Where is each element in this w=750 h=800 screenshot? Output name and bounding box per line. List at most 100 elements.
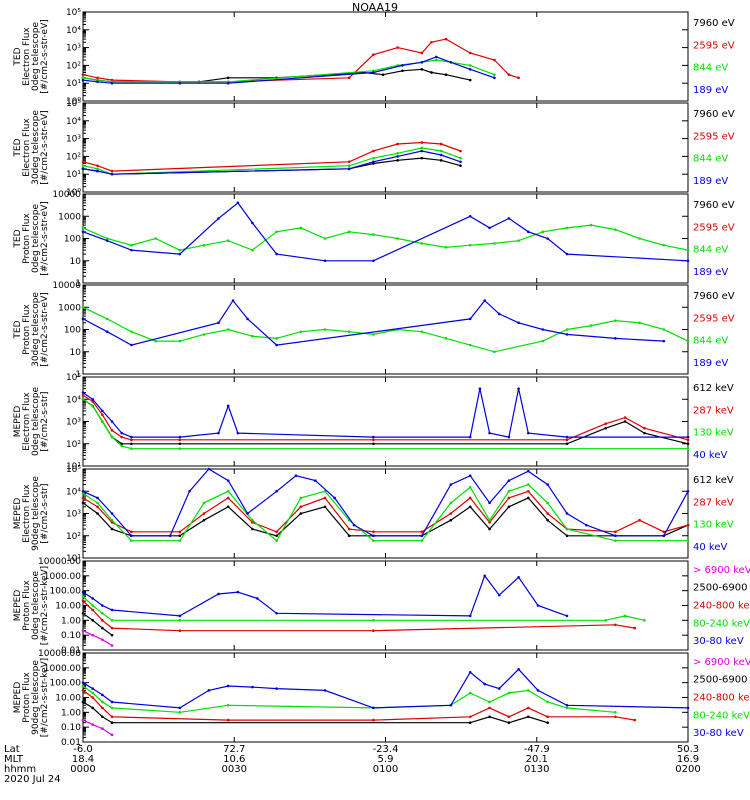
- data-point: [488, 518, 491, 522]
- data-point: [372, 718, 375, 722]
- y-axis-label: 90deg telescope: [31, 660, 41, 735]
- data-point: [686, 259, 690, 263]
- data-point: [101, 693, 104, 697]
- legend-entry: 844 eV: [693, 63, 728, 74]
- data-point: [420, 539, 424, 542]
- data-point: [686, 706, 690, 710]
- data-point: [275, 337, 278, 340]
- data-point: [589, 223, 593, 227]
- panel-frame: [82, 284, 689, 375]
- data-point: [468, 496, 472, 500]
- data-point: [565, 226, 569, 230]
- data-point: [468, 317, 472, 321]
- data-point: [275, 530, 278, 534]
- data-point: [488, 706, 491, 710]
- data-point: [546, 518, 549, 522]
- data-point: [81, 595, 85, 598]
- data-point: [589, 324, 593, 327]
- y-tick-label: 10: [70, 257, 82, 267]
- data-point: [299, 496, 303, 500]
- data-point: [110, 733, 114, 737]
- lat-tick-label: -23.4: [373, 744, 399, 755]
- legend-entry: 844 eV: [693, 245, 728, 256]
- data-point: [81, 164, 85, 168]
- data-point: [420, 330, 424, 333]
- legend-entry: 287 keV: [693, 497, 734, 508]
- data-point: [110, 644, 114, 647]
- data-point: [178, 619, 182, 622]
- data-point: [178, 81, 182, 85]
- data-point: [686, 447, 690, 450]
- y-tick-label: 10³: [66, 510, 81, 520]
- legend-entry: 30-80 keV: [693, 636, 744, 647]
- data-point: [96, 496, 99, 500]
- data-point: [507, 479, 511, 482]
- data-point: [565, 333, 569, 336]
- data-point: [81, 160, 85, 164]
- y-tick-label: 10.00: [55, 694, 81, 704]
- data-point: [444, 37, 448, 41]
- data-point: [493, 242, 496, 245]
- data-point: [488, 715, 491, 719]
- data-point: [468, 670, 472, 674]
- data-point: [81, 230, 85, 234]
- data-point: [110, 626, 114, 630]
- data-point: [372, 149, 375, 153]
- data-point: [468, 721, 472, 725]
- y-tick-label: 10000.00: [38, 649, 81, 659]
- data-point: [323, 496, 327, 500]
- data-point: [178, 706, 182, 710]
- data-point: [347, 230, 351, 234]
- data-point: [662, 243, 666, 247]
- data-point: [178, 539, 182, 542]
- y-axis-label: [#/cm2-s-str-keV]: [40, 566, 50, 645]
- data-point: [585, 523, 588, 527]
- data-point: [488, 501, 491, 505]
- data-point: [468, 486, 472, 489]
- data-point: [372, 333, 375, 336]
- y-tick-label: 10⁴: [66, 487, 81, 497]
- data-point: [565, 706, 569, 710]
- data-point: [459, 149, 462, 153]
- date-label: 2020 Jul 24: [4, 774, 61, 785]
- y-tick-label: 10³: [66, 135, 81, 145]
- data-point: [662, 534, 666, 538]
- data-point: [347, 330, 351, 333]
- data-point: [372, 534, 375, 538]
- y-axis-label: Electron Flux: [22, 392, 32, 451]
- data-point: [372, 530, 375, 534]
- data-point: [110, 608, 114, 612]
- data-point: [91, 608, 94, 612]
- data-point: [217, 592, 220, 596]
- data-point: [101, 420, 104, 423]
- legend-entry: 240-800 keV: [693, 693, 750, 704]
- time-tick-label: 0130: [524, 764, 549, 775]
- data-point: [110, 527, 114, 531]
- y-tick-label: 10²: [66, 440, 81, 450]
- y-tick-label: 10⁵: [66, 8, 81, 18]
- y-axis-label: Proton Flux: [22, 304, 32, 355]
- data-point: [347, 167, 351, 171]
- data-point: [493, 350, 496, 354]
- data-point: [168, 534, 172, 538]
- data-point: [120, 442, 124, 446]
- data-point: [541, 339, 545, 343]
- data-point: [488, 527, 491, 531]
- data-point: [275, 343, 278, 347]
- data-point: [130, 447, 133, 450]
- data-point: [546, 501, 549, 505]
- data-point: [420, 156, 424, 160]
- data-point: [517, 575, 520, 579]
- data-point: [449, 483, 453, 486]
- data-point: [381, 73, 385, 77]
- data-point: [372, 629, 375, 633]
- data-point: [246, 512, 249, 515]
- data-point: [81, 489, 85, 493]
- data-point: [226, 404, 230, 408]
- data-point: [96, 169, 99, 173]
- data-point: [178, 629, 182, 633]
- y-tick-label: 10²: [66, 532, 81, 542]
- legend-entry: 287 keV: [693, 405, 734, 416]
- data-point: [246, 317, 249, 321]
- legend-entry: 189 eV: [693, 267, 728, 278]
